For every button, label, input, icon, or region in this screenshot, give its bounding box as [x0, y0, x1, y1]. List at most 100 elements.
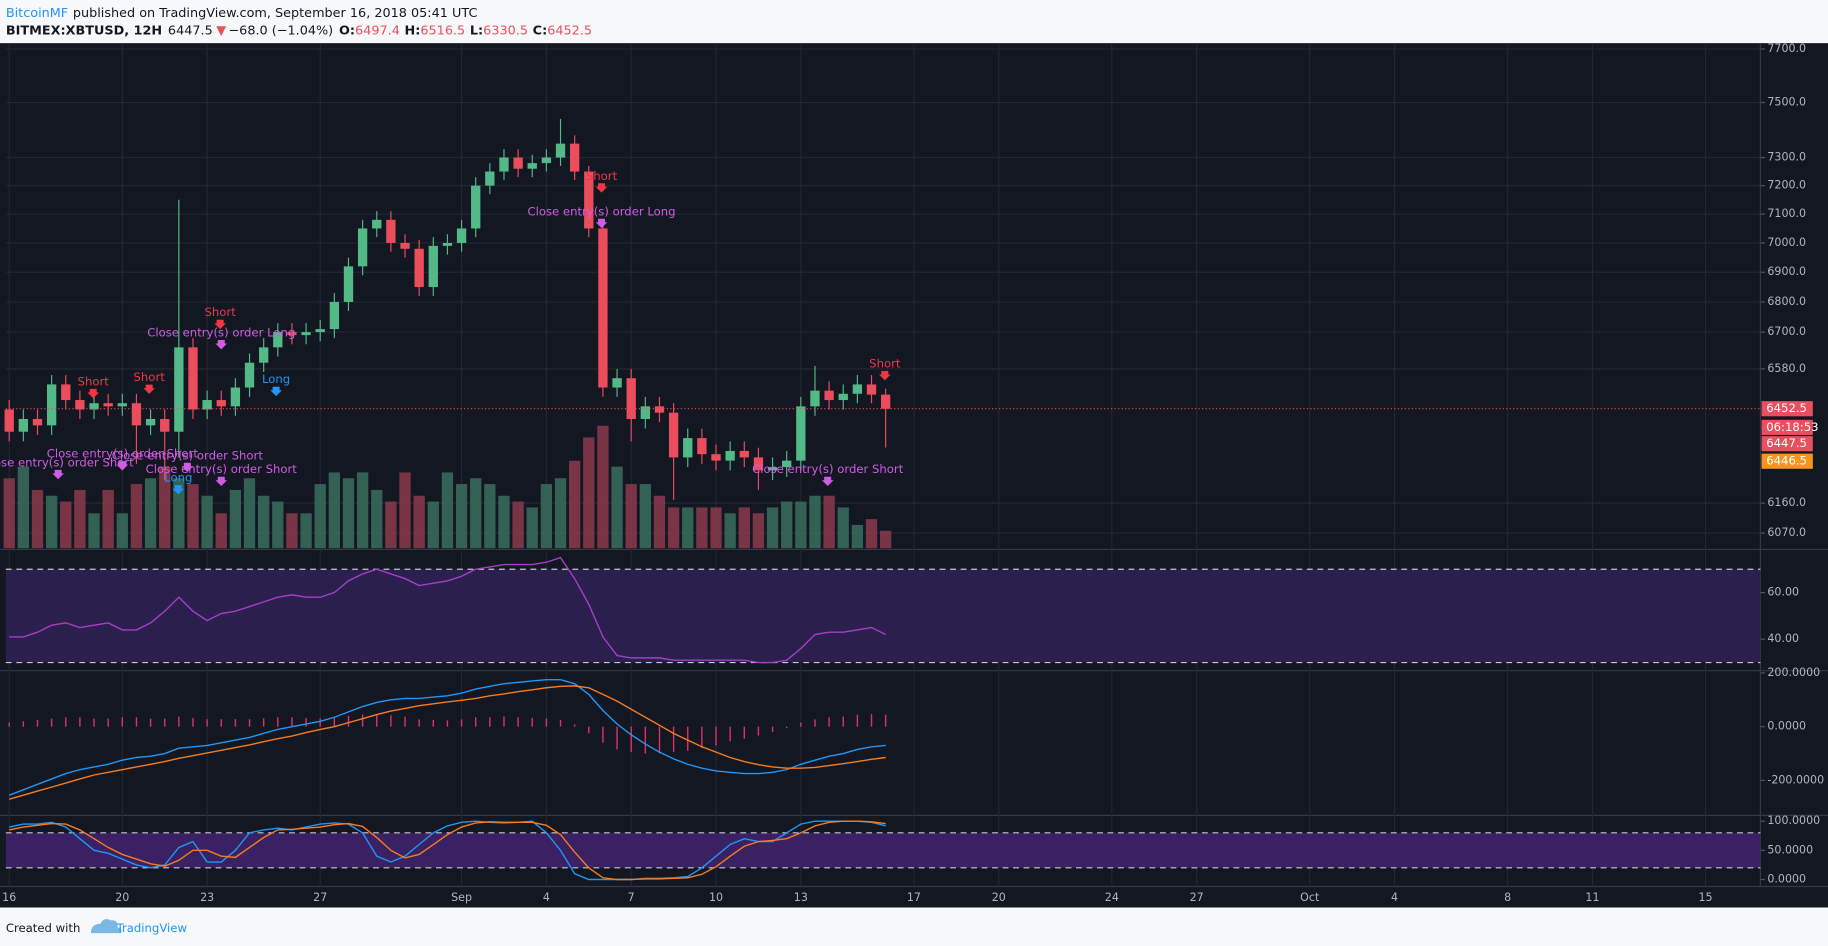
volume-bar: [498, 495, 510, 549]
volume-bar: [243, 478, 256, 549]
volume-bar: [31, 489, 44, 549]
x-tick-label: 15: [1698, 891, 1712, 904]
x-tick-label: 24: [1105, 891, 1119, 904]
high-label: H:: [405, 23, 421, 38]
y-tick-label: 6580.0: [1767, 362, 1806, 375]
annotation: Close entry(s) order Short: [146, 462, 298, 476]
open-value: 6497.4: [355, 23, 400, 38]
candle-body: [400, 242, 410, 249]
candle-body: [428, 245, 438, 288]
volume-bar: [102, 489, 114, 549]
candle-body: [343, 266, 354, 302]
annotation-arrow: [214, 319, 226, 330]
x-tick-label: 7: [628, 891, 635, 904]
change: −68.0 (−1.04%): [228, 23, 333, 38]
volume-bar: [724, 513, 736, 549]
candle-body: [287, 332, 297, 336]
low-value: 6330.5: [483, 23, 528, 38]
annotation: Close entry(s) order Short: [47, 447, 199, 461]
volume-bar: [173, 478, 185, 549]
annotation-arrow: [116, 461, 129, 471]
volume-bar: [865, 519, 878, 549]
annotation-arrow: [215, 476, 228, 487]
volume-bar: [554, 478, 567, 549]
last-price: 6447.5: [168, 23, 213, 38]
volume-bar: [455, 484, 468, 549]
annotation-arrow: [595, 183, 608, 193]
indicator-line: [9, 820, 886, 881]
annotation-arrow: [215, 340, 228, 350]
volume-bar: [215, 513, 227, 549]
volume-bar: [639, 484, 651, 549]
candle-body: [626, 378, 636, 419]
y-tick-label: 100.0000: [1767, 814, 1820, 827]
volume-bar: [441, 472, 454, 549]
volume-bar: [795, 501, 807, 549]
x-tick-label: 11: [1585, 891, 1599, 904]
volume-bar: [583, 437, 595, 549]
y-tick-label: 6160.0: [1767, 496, 1806, 509]
volume-bar: [625, 484, 637, 549]
created-with: Created with: [6, 921, 81, 935]
volume-bar: [781, 501, 793, 549]
x-tick-label: 8: [1504, 891, 1511, 904]
y-tick-label: -200.0000: [1767, 773, 1824, 786]
candle-body: [598, 228, 608, 388]
x-tick-label: 13: [794, 891, 808, 904]
x-tick-label: 17: [907, 891, 921, 904]
candle-body: [244, 362, 255, 388]
volume-bar: [611, 466, 623, 549]
y-tick-label: 200.0000: [1767, 666, 1820, 679]
candle-body: [471, 185, 481, 229]
volume-bar: [752, 513, 765, 549]
annotation-arrow: [52, 469, 64, 480]
volume-bar: [597, 425, 609, 549]
logo-icon: [90, 919, 122, 934]
candle-body: [767, 467, 778, 471]
annotation-arrow: [878, 370, 891, 381]
volume-bar: [356, 472, 369, 549]
annotation-arrow: [181, 462, 194, 473]
volume-bar: [413, 495, 425, 549]
y-tick-label: 6070.0: [1767, 526, 1806, 539]
candle-body: [697, 438, 707, 455]
candle-body: [386, 219, 396, 243]
candle-body: [683, 438, 693, 458]
candle-body: [259, 347, 269, 363]
x-tick-label: 20: [115, 891, 129, 904]
indicator-line: [9, 820, 886, 881]
candle-body: [513, 157, 523, 169]
volume-bar: [837, 507, 849, 549]
y-tick-label: 6900.0: [1767, 265, 1806, 278]
y-tick-label: 7200.0: [1767, 179, 1806, 192]
candle-body: [145, 418, 156, 426]
annotation: Close entry(s) order Long: [147, 326, 295, 340]
volume-bar: [738, 507, 750, 549]
candle-body: [499, 157, 509, 172]
candle-body: [230, 387, 241, 407]
volume-bar: [470, 478, 482, 549]
x-tick-label: 27: [1190, 891, 1204, 904]
candle-body: [75, 400, 85, 410]
close-value: 6452.5: [547, 23, 592, 38]
volume-bar: [526, 507, 538, 549]
annotation-arrow: [821, 476, 834, 487]
volume-bar: [710, 507, 722, 549]
volume-bar: [879, 530, 892, 549]
y-tick-label: 7500.0: [1767, 96, 1806, 109]
annotation-arrow: [143, 384, 155, 394]
volume-bar: [682, 507, 694, 549]
volume-bar: [385, 501, 397, 549]
volume-bar: [3, 478, 15, 549]
x-tick-label: 16: [2, 891, 16, 904]
candle-body: [584, 171, 594, 229]
brand[interactable]: TradingView: [116, 921, 188, 935]
x-tick-label: 20: [992, 891, 1006, 904]
price-label: 6452.5: [1766, 401, 1807, 415]
band-fill: [5, 832, 1761, 868]
publisher[interactable]: BitcoinMF: [6, 5, 68, 20]
candle-body: [456, 228, 467, 243]
candle-body: [810, 390, 820, 407]
candle-body: [569, 143, 580, 172]
